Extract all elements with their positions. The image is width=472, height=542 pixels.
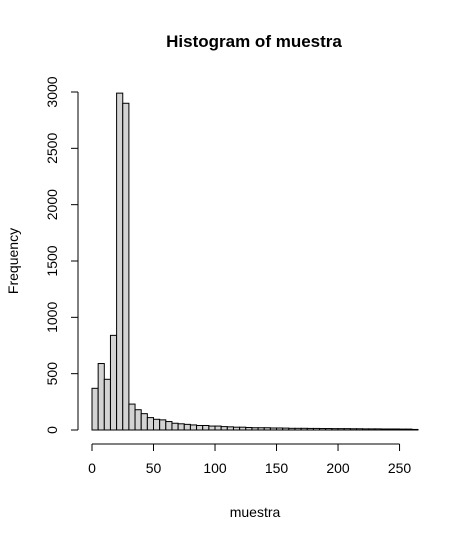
y-tick-label: 3000 [44,76,60,107]
x-tick-label: 150 [265,460,289,476]
histogram-bar [166,422,172,430]
histogram-bar [141,414,147,430]
histogram-bar [295,428,301,430]
histogram-bar [400,429,406,430]
histogram-bar [387,429,393,430]
histogram-bar [154,419,160,430]
y-tick-label: 0 [44,426,60,434]
histogram-bar [147,418,153,430]
histogram-bar [363,429,369,430]
histogram-bar [270,428,276,430]
histogram-bar [252,428,258,430]
histogram-bar [264,428,270,430]
histogram-bar [344,429,350,430]
y-axis-label: Frequency [5,228,21,294]
histogram-bar [277,428,283,430]
histogram-bar [307,428,313,430]
histogram-bar [172,423,178,430]
x-tick-label: 0 [88,460,96,476]
histogram-bar [184,424,190,430]
histogram-bar [215,426,221,430]
histogram-bar [338,429,344,430]
histogram-bar [320,429,326,430]
histogram-bar [313,428,319,430]
y-tick-label: 1000 [44,302,60,333]
histogram-bar [289,428,295,430]
histogram-bar [381,429,387,430]
histogram-bar [92,388,98,430]
histogram-bar [190,425,196,430]
x-tick-label: 100 [203,460,227,476]
histogram-bar [129,404,135,430]
histogram-bar [369,429,375,430]
bars-group [92,93,418,430]
histogram-bar [209,426,215,430]
histogram-bar [258,428,264,430]
histogram-bar [104,379,110,430]
x-axis: 0 50 100 150 200 250 [88,444,411,476]
histogram-bar [412,429,418,430]
x-tick-label: 50 [146,460,162,476]
y-tick-label: 1500 [44,245,60,276]
y-tick-label: 2500 [44,133,60,164]
histogram-bar [117,93,123,430]
histogram-bar [350,429,356,430]
histogram-bar [301,428,307,430]
histogram-bar [326,429,332,430]
histogram-bar [240,427,246,430]
histogram-bar [406,429,412,430]
x-axis-label: muestra [230,504,281,520]
histogram-bar [393,429,399,430]
y-tick-label: 500 [44,362,60,386]
y-tick-label: 2000 [44,189,60,220]
histogram-bar [227,427,233,430]
histogram-bar [203,425,209,430]
x-tick-label: 200 [326,460,350,476]
histogram-bar [375,429,381,430]
chart-title: Histogram of muestra [166,32,342,51]
histogram-bar [356,429,362,430]
histogram-bar [98,364,104,430]
x-tick-label: 250 [388,460,412,476]
histogram-bar [221,427,227,430]
y-axis: 0 500 1000 1500 2000 2500 3000 [44,76,78,434]
histogram-bar [197,425,203,430]
histogram-bar [178,424,184,430]
histogram-bar [246,428,252,430]
histogram-bar [110,335,116,430]
histogram-bar [135,410,141,430]
histogram-bar [123,103,129,430]
histogram-bar [233,427,239,430]
histogram-bar [160,420,166,430]
histogram-bar [283,428,289,430]
histogram-bar [332,429,338,430]
